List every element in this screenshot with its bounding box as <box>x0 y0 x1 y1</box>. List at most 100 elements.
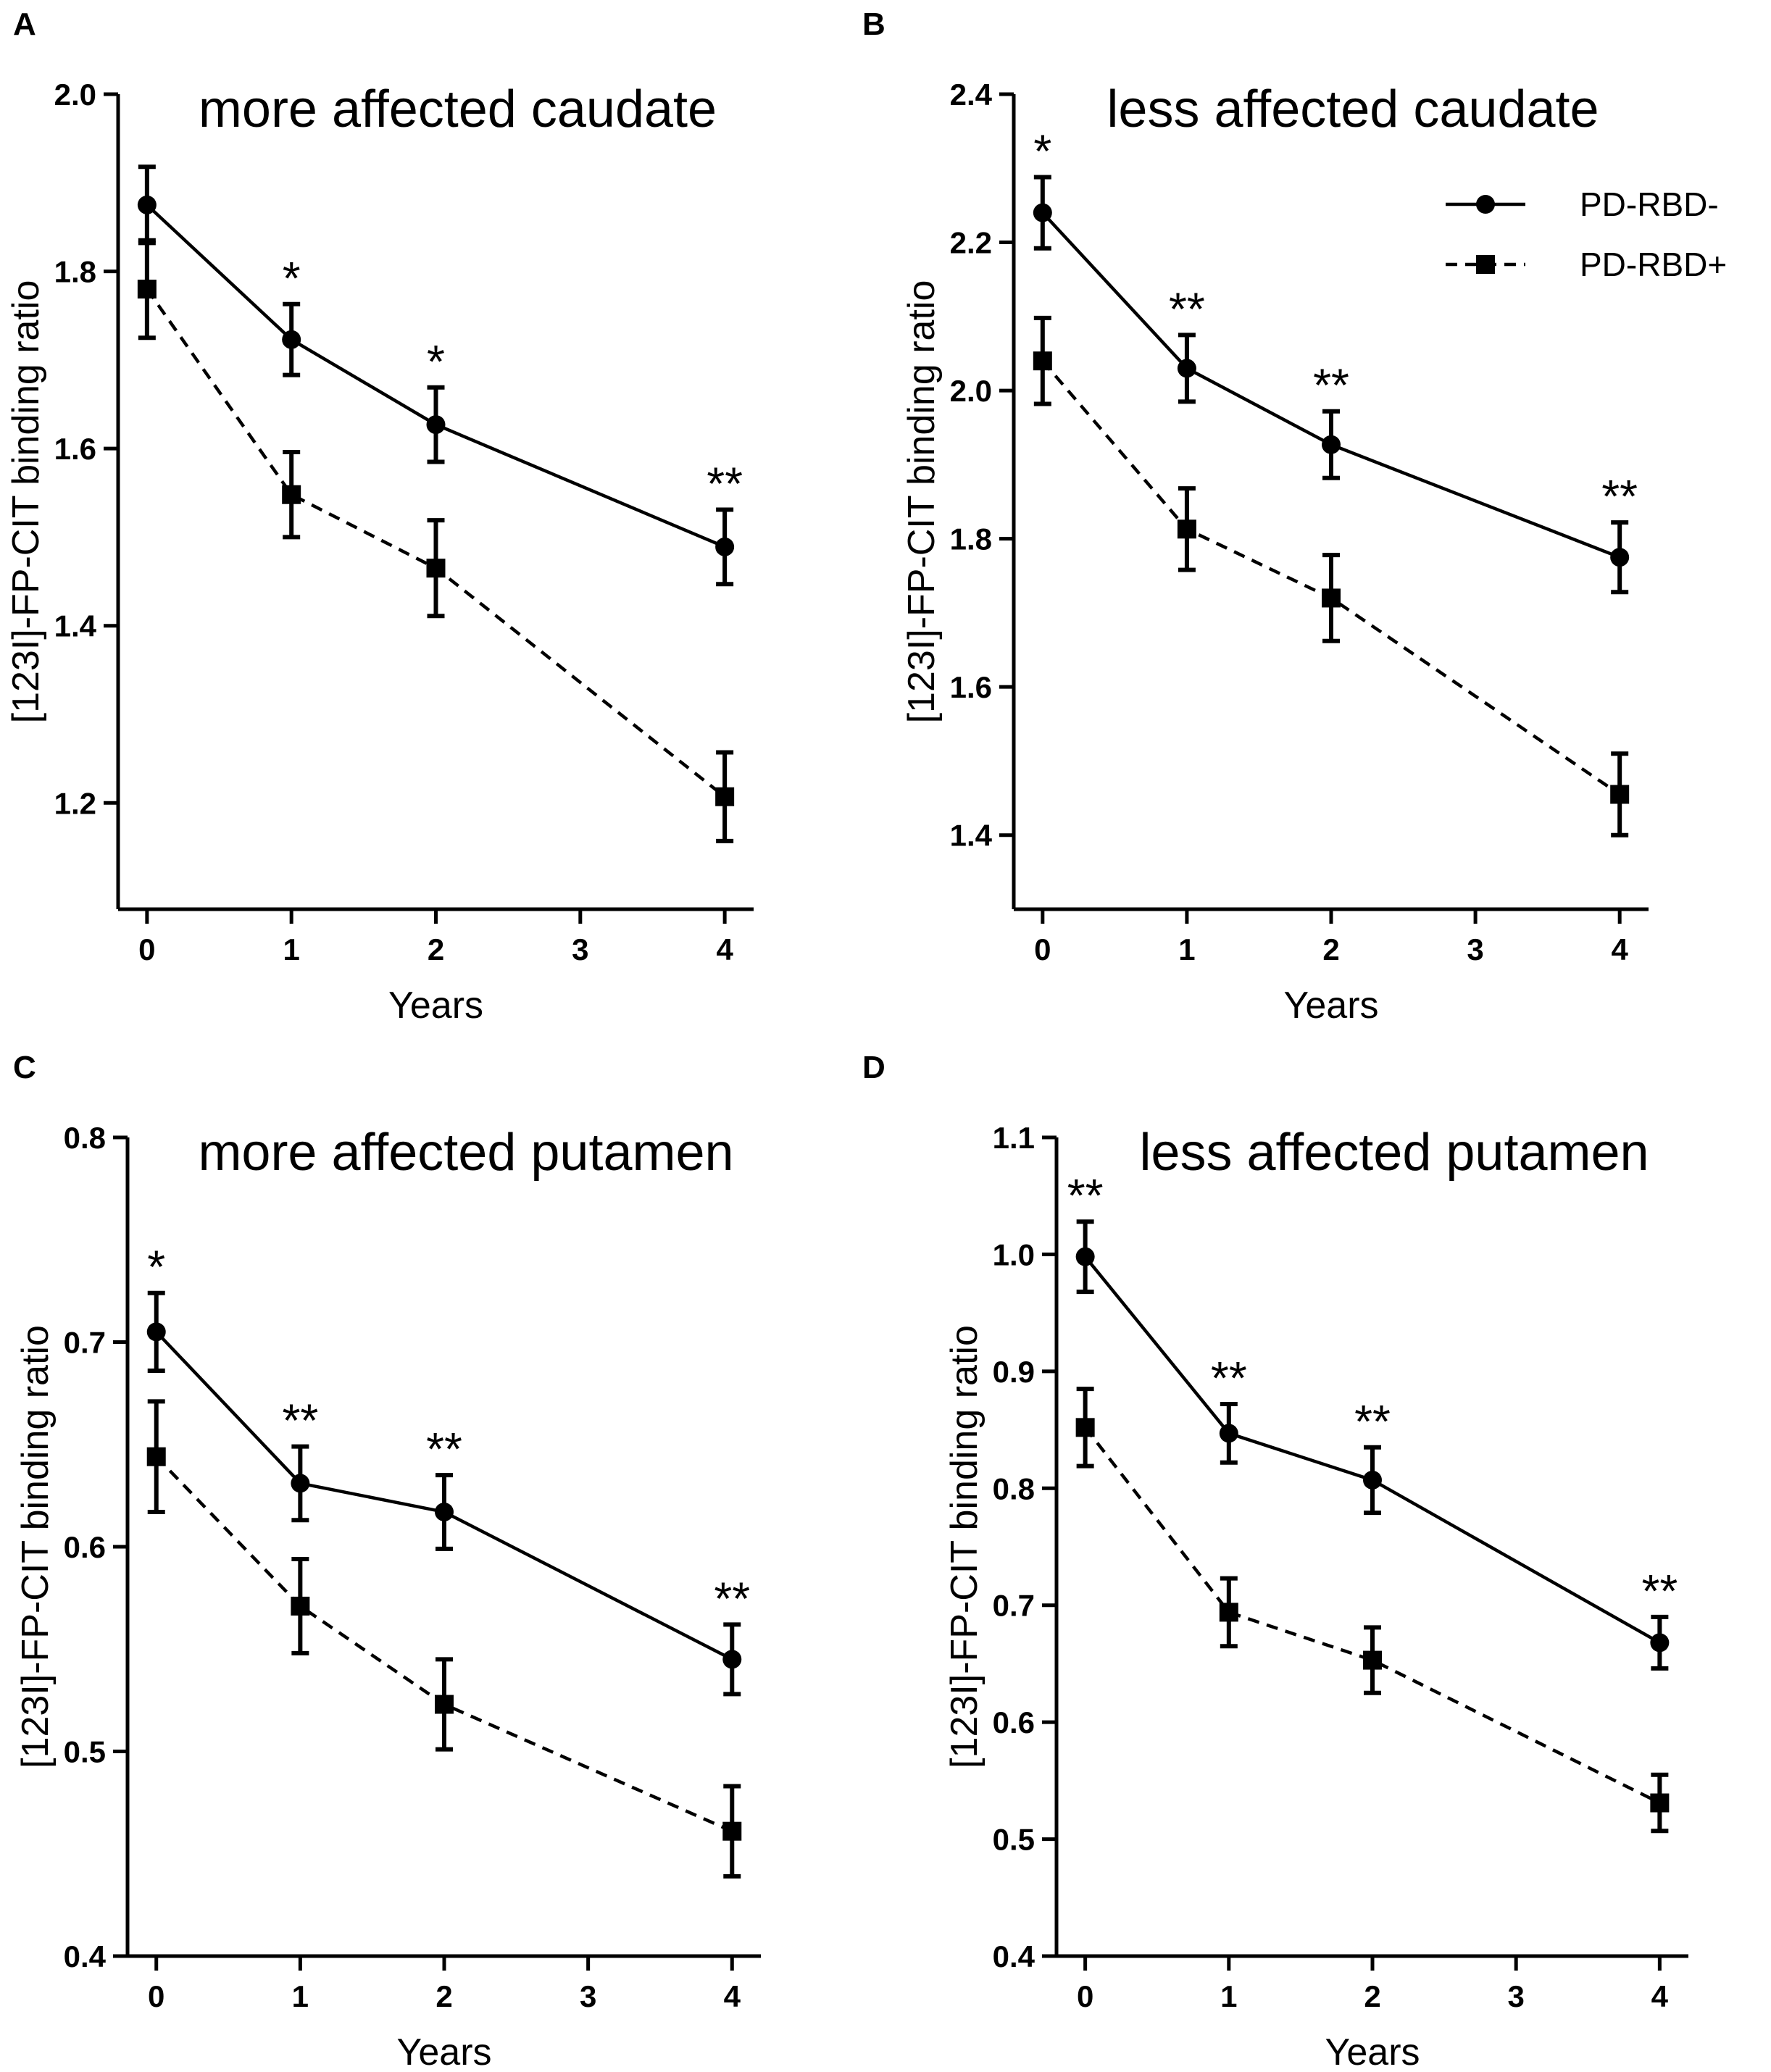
y-tick-label: 2.2 <box>950 226 992 260</box>
x-tick-label: 1 <box>1220 1979 1237 2013</box>
y-tick-label: 1.8 <box>950 522 992 556</box>
data-point-square <box>146 1447 166 1466</box>
x-tick-label: 1 <box>283 932 300 966</box>
data-point-circle <box>435 1502 454 1521</box>
chart-title: less affected putamen <box>1139 1124 1649 1182</box>
legend-marker-square <box>1476 255 1495 274</box>
x-axis-label: Years <box>1325 2031 1420 2072</box>
data-point-square <box>137 280 157 299</box>
series-line-pd-rbd-minus <box>1083 1256 1661 1645</box>
x-tick-label: 2 <box>428 932 444 966</box>
x-tick-label: 0 <box>148 1979 164 2013</box>
chart-title: less affected caudate <box>1107 80 1599 138</box>
data-point-circle <box>146 1322 166 1342</box>
significance-marker: ** <box>1067 1169 1104 1221</box>
data-point-square <box>435 1695 454 1714</box>
data-point-circle <box>722 1650 742 1669</box>
y-tick-label: 0.4 <box>64 1939 107 1973</box>
y-tick-label: 2.0 <box>950 374 992 408</box>
significance-marker: ** <box>282 1395 318 1447</box>
significance-marker: * <box>283 252 301 304</box>
panel-letter: B <box>862 7 886 42</box>
y-tick-label: 0.9 <box>993 1355 1035 1389</box>
data-point-square <box>1322 588 1341 608</box>
y-tick-label: 2.4 <box>950 78 993 112</box>
y-axis-label: [123I]-FP-CIT binding ratio <box>901 280 943 724</box>
x-tick-label: 4 <box>1651 1979 1669 2013</box>
significance-marker: ** <box>1354 1395 1391 1448</box>
chart-title: more affected caudate <box>199 80 717 138</box>
data-point-square <box>1033 351 1052 371</box>
y-axis-label: [123I]-FP-CIT binding ratio <box>5 280 47 724</box>
x-tick-label: 3 <box>1467 932 1483 966</box>
data-point-square <box>1610 785 1630 804</box>
y-tick-label: 1.4 <box>950 819 993 853</box>
data-point-square <box>1363 1650 1382 1670</box>
data-point-square <box>722 1821 742 1841</box>
significance-marker: ** <box>1169 283 1205 335</box>
significance-marker: ** <box>1601 470 1638 522</box>
x-tick-label: 4 <box>716 932 733 966</box>
legend: PD-RBD- PD-RBD+ <box>1446 185 1727 283</box>
x-tick-label: 1 <box>292 1979 309 2013</box>
data-point-square <box>282 485 301 504</box>
data-point-circle <box>282 330 301 349</box>
significance-marker: ** <box>426 1423 462 1475</box>
y-tick-label: 1.8 <box>54 255 96 289</box>
legend-label: PD-RBD+ <box>1580 246 1727 283</box>
data-point-circle <box>1650 1633 1670 1653</box>
data-point-square <box>1177 519 1196 539</box>
x-tick-label: 2 <box>436 1979 452 2013</box>
x-tick-label: 2 <box>1364 1979 1380 2013</box>
panel-letter: D <box>862 1050 886 1085</box>
data-point-circle <box>1219 1424 1238 1443</box>
significance-marker: * <box>1033 125 1051 177</box>
series-line-pd-rbd-plus <box>155 1455 733 1833</box>
data-point-square <box>1650 1793 1670 1813</box>
chart-title: more affected putamen <box>198 1124 733 1182</box>
x-axis-label: Years <box>1283 985 1378 1027</box>
data-point-circle <box>1610 548 1630 567</box>
x-axis-label: Years <box>388 985 483 1027</box>
data-point-circle <box>291 1474 310 1493</box>
x-tick-label: 1 <box>1178 932 1195 966</box>
data-point-circle <box>1363 1470 1382 1490</box>
data-point-circle <box>1075 1247 1095 1266</box>
significance-marker: ** <box>1641 1565 1678 1617</box>
y-tick-label: 0.8 <box>993 1471 1035 1505</box>
x-tick-label: 0 <box>138 932 155 966</box>
y-tick-label: 0.6 <box>64 1530 106 1564</box>
panel-letter: C <box>13 1050 36 1085</box>
legend-marker-circle <box>1476 195 1495 214</box>
y-tick-label: 1.1 <box>993 1121 1035 1155</box>
y-tick-label: 2.0 <box>54 78 96 112</box>
y-tick-label: 0.7 <box>993 1589 1035 1623</box>
x-tick-label: 3 <box>1508 1979 1525 2013</box>
data-point-circle <box>137 195 157 214</box>
series-line-pd-rbd-plus <box>146 288 726 798</box>
y-tick-label: 0.5 <box>993 1823 1035 1857</box>
x-axis-label: Years <box>396 2031 491 2072</box>
data-point-circle <box>715 537 735 556</box>
legend-label: PD-RBD- <box>1580 185 1719 223</box>
data-point-square <box>291 1596 310 1616</box>
x-tick-label: 4 <box>724 1979 741 2013</box>
x-tick-label: 3 <box>580 1979 596 2013</box>
y-tick-label: 1.4 <box>54 609 97 643</box>
y-tick-label: 0.4 <box>993 1939 1035 1973</box>
y-tick-label: 0.6 <box>993 1705 1035 1739</box>
y-tick-label: 1.6 <box>54 432 96 466</box>
y-tick-label: 1.0 <box>993 1237 1035 1271</box>
y-axis-label: [123I]-FP-CIT binding ratio <box>14 1325 57 1768</box>
y-axis-label: [123I]-FP-CIT binding ratio <box>943 1325 985 1768</box>
series-line-pd-rbd-plus <box>1041 359 1621 796</box>
x-tick-label: 4 <box>1612 932 1629 966</box>
significance-marker: * <box>147 1241 165 1293</box>
significance-marker: ** <box>707 458 743 510</box>
series-line-pd-rbd-minus <box>1041 212 1621 559</box>
y-tick-label: 0.5 <box>64 1735 106 1769</box>
